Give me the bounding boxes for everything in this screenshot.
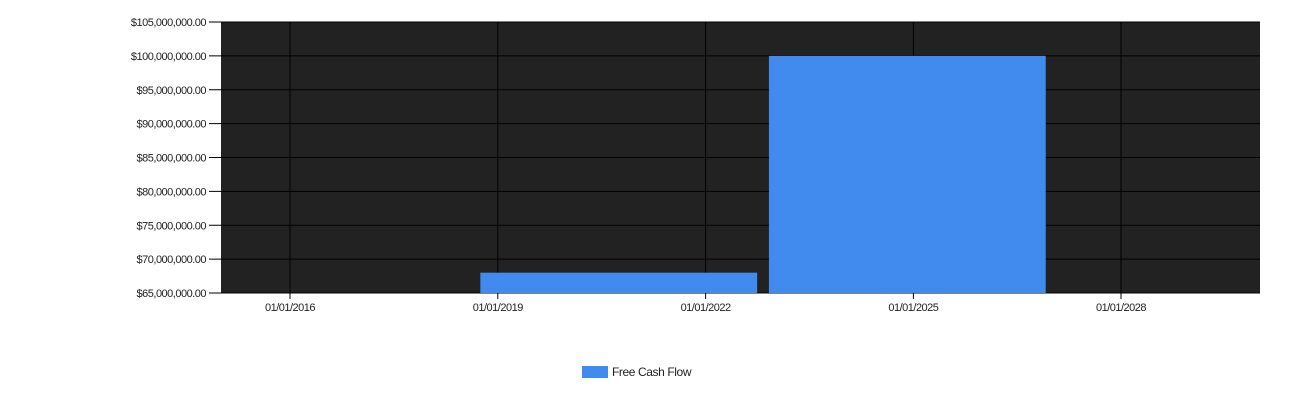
legend-swatch bbox=[582, 366, 608, 378]
bar[interactable] bbox=[480, 272, 758, 293]
bar[interactable] bbox=[768, 55, 1046, 293]
y-tick-label: $65,000,000.00 bbox=[137, 288, 207, 300]
y-axis-ticks: $65,000,000.00 $70,000,000.00 $75,000,000.… bbox=[131, 17, 207, 300]
legend[interactable]: Free Cash Flow bbox=[582, 365, 691, 379]
y-tick-label: $100,000,000.00 bbox=[131, 51, 206, 63]
y-tick-label: $105,000,000.00 bbox=[131, 17, 206, 29]
x-tick-label: 01/01/2028 bbox=[1096, 302, 1146, 314]
y-tick-label: $85,000,000.00 bbox=[137, 153, 207, 165]
y-tick-label: $90,000,000.00 bbox=[137, 119, 207, 131]
legend-label: Free Cash Flow bbox=[612, 365, 692, 379]
x-axis-ticks: 01/01/2016 01/01/2019 01/01/2022 01/01/2025… bbox=[265, 302, 1147, 314]
x-tick-label: 01/01/2019 bbox=[473, 302, 523, 314]
y-tick-label: $75,000,000.00 bbox=[137, 220, 207, 232]
grid bbox=[209, 21, 1260, 299]
y-tick-label: $80,000,000.00 bbox=[137, 186, 207, 198]
y-tick-label: $70,000,000.00 bbox=[137, 254, 207, 266]
x-tick-label: 01/01/2016 bbox=[265, 302, 315, 314]
x-tick-label: 01/01/2025 bbox=[888, 302, 938, 314]
y-tick-label: $95,000,000.00 bbox=[137, 85, 207, 97]
bars bbox=[480, 55, 1046, 293]
x-tick-label: 01/01/2022 bbox=[681, 302, 731, 314]
